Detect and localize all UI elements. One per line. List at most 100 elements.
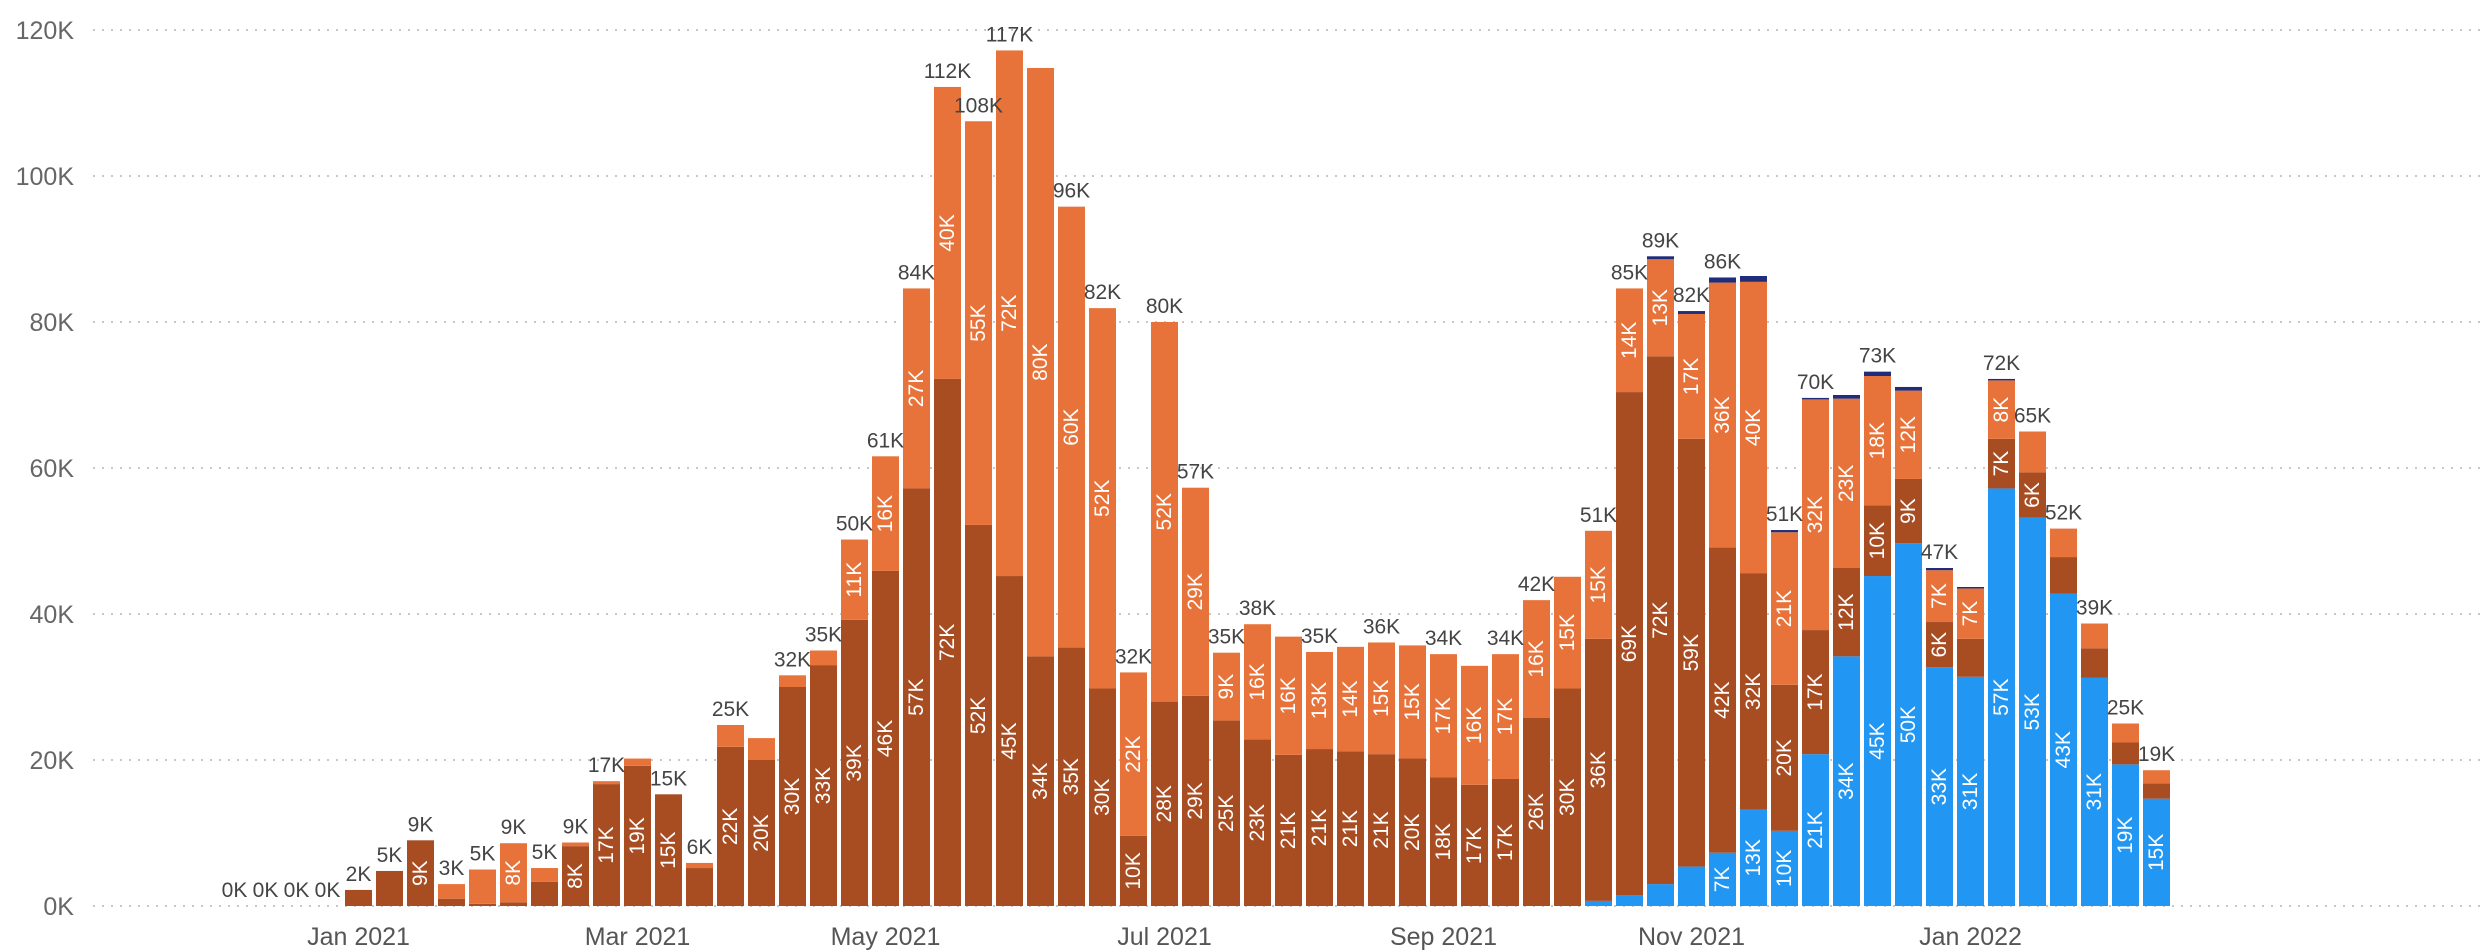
bar-total-label: 117K bbox=[986, 23, 1034, 46]
bar-total-label: 73K bbox=[1859, 345, 1896, 368]
bar-segment bbox=[934, 378, 961, 906]
bar-segment bbox=[2019, 472, 2046, 518]
bar-total-label: 32K bbox=[774, 648, 811, 671]
segment-value-label: 16K bbox=[874, 495, 897, 532]
bar-segment bbox=[717, 724, 744, 747]
bar-segment bbox=[1306, 651, 1333, 750]
y-tick-label: 40K bbox=[30, 601, 75, 629]
bar-segment bbox=[841, 619, 868, 906]
bar-total-label: 51K bbox=[1766, 503, 1803, 526]
bar-segment bbox=[1678, 311, 1705, 314]
segment-value-label: 40K bbox=[936, 214, 959, 251]
bar-segment bbox=[562, 842, 589, 847]
bar-segment bbox=[1461, 665, 1488, 785]
segment-value-label: 8K bbox=[1990, 397, 2013, 423]
y-tick-label: 80K bbox=[30, 309, 75, 337]
bar-segment bbox=[1802, 754, 1829, 906]
bar-total-label: 47K bbox=[1921, 541, 1958, 564]
bar-segment bbox=[1523, 600, 1550, 718]
bar-segment bbox=[2112, 742, 2139, 765]
segment-value-label: 69K bbox=[1618, 625, 1641, 662]
segment-value-label: 11K bbox=[843, 562, 866, 598]
bar-total-label: 35K bbox=[805, 624, 842, 647]
bar-segment bbox=[1957, 638, 1984, 677]
segment-value-label: 22K bbox=[1122, 735, 1145, 772]
segment-value-label: 21K bbox=[1804, 811, 1827, 848]
bar-segment bbox=[1802, 397, 1829, 400]
bar-total-label: 36K bbox=[1363, 615, 1400, 638]
bar-segment bbox=[2019, 431, 2046, 473]
bar-segment bbox=[1244, 624, 1271, 740]
bar-total-label: 82K bbox=[1673, 284, 1710, 307]
bar-segment bbox=[1492, 778, 1519, 906]
x-tick-label: Jul 2021 bbox=[1117, 923, 1212, 951]
segment-value-label: 72K bbox=[1649, 602, 1672, 639]
bar-total-label: 17K bbox=[588, 754, 625, 777]
bar-segment bbox=[1647, 259, 1674, 357]
bar-segment bbox=[1554, 688, 1581, 906]
segment-value-label: 59K bbox=[1680, 634, 1703, 671]
bar-segment bbox=[1926, 667, 1953, 906]
segment-value-label: 31K bbox=[1959, 773, 1982, 810]
segment-value-label: 50K bbox=[1897, 706, 1920, 743]
bar-segment bbox=[1740, 809, 1767, 906]
bar-segment bbox=[562, 846, 589, 906]
y-axis-ticks: 0K 20K 40K 60K 80K 100K 120K bbox=[16, 17, 75, 921]
bar-segment bbox=[1957, 676, 1984, 906]
bar-segment bbox=[1895, 386, 1922, 391]
segment-value-label: 80K bbox=[1029, 343, 1052, 380]
bar-segment bbox=[438, 898, 465, 906]
bar-total-label: 57K bbox=[1177, 461, 1214, 484]
bar-segment bbox=[1740, 276, 1767, 282]
bar-segment bbox=[2050, 557, 2077, 594]
bar-total-label: 19K bbox=[2138, 743, 2175, 766]
segment-value-label: 25K bbox=[1215, 795, 1238, 832]
bar-total-label: 84K bbox=[898, 261, 935, 284]
bar-segment bbox=[438, 884, 465, 899]
bar-segment bbox=[717, 746, 744, 906]
bar-total-label: 65K bbox=[2014, 405, 2051, 428]
bar-segment bbox=[1833, 398, 1860, 569]
bar-segment bbox=[2143, 770, 2170, 784]
bar-total-label: 80K bbox=[1146, 295, 1183, 318]
bar-segment bbox=[1678, 313, 1705, 439]
segment-value-label: 26K bbox=[1525, 793, 1548, 830]
segment-value-label: 10K bbox=[1866, 522, 1889, 559]
segment-value-label: 6K bbox=[2021, 482, 2044, 508]
bar-segment bbox=[345, 889, 372, 906]
bar-segment bbox=[1089, 308, 1116, 689]
bar-segment bbox=[1864, 576, 1891, 906]
segment-value-label: 39K bbox=[843, 744, 866, 781]
bar-segment bbox=[2019, 517, 2046, 906]
bar-segment bbox=[748, 760, 775, 906]
bar-segment bbox=[996, 50, 1023, 577]
bar-segment bbox=[1275, 754, 1302, 906]
bar-segment bbox=[1740, 281, 1767, 574]
bar-segment bbox=[1027, 67, 1054, 657]
segment-value-label: 17K bbox=[1494, 824, 1517, 861]
segment-value-label: 46K bbox=[874, 720, 897, 757]
y-tick-label: 60K bbox=[30, 455, 75, 483]
segment-value-label: 40K bbox=[1742, 409, 1765, 446]
bar-segment bbox=[1926, 570, 1953, 623]
segment-value-label: 16K bbox=[1277, 677, 1300, 714]
bar-segment bbox=[810, 650, 837, 666]
bar-segment bbox=[1895, 478, 1922, 544]
bar-total-label: 9K bbox=[501, 816, 527, 839]
bar-segment bbox=[1988, 380, 2015, 439]
bar-total-label: 25K bbox=[712, 698, 749, 721]
bar-segment bbox=[1616, 288, 1643, 393]
bar-total-label: 35K bbox=[1301, 625, 1338, 648]
bar-segment bbox=[1988, 378, 2015, 381]
bar-total-label: 25K bbox=[2107, 697, 2144, 720]
x-tick-label: Jan 2022 bbox=[1919, 923, 2022, 951]
segment-value-label: 14K bbox=[1339, 680, 1362, 717]
segment-value-label: 15K bbox=[2145, 834, 2168, 871]
segment-value-label: 27K bbox=[905, 370, 928, 407]
bar-total-label: 0K bbox=[222, 879, 248, 902]
bar-segment bbox=[2112, 723, 2139, 743]
bar-segment bbox=[1802, 630, 1829, 755]
bar-segment bbox=[1461, 784, 1488, 906]
